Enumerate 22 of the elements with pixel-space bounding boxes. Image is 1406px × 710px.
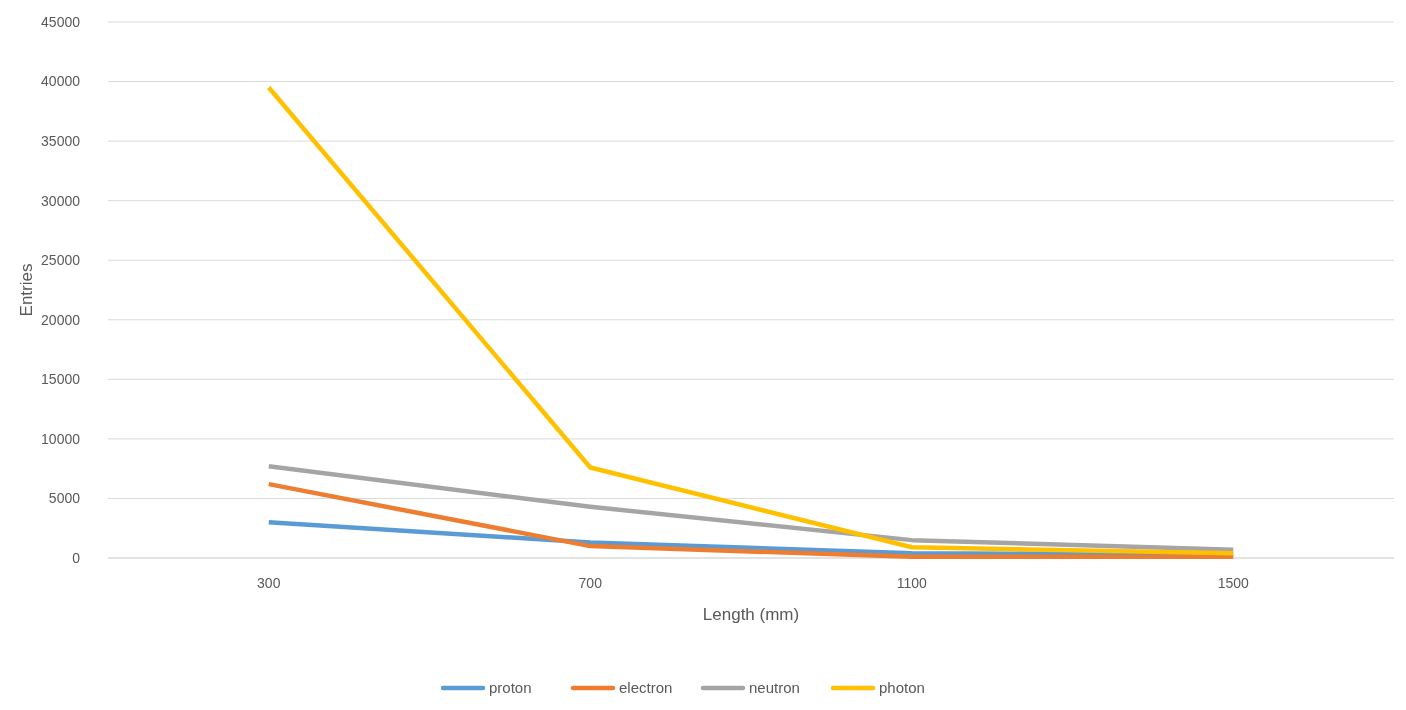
legend-label: proton (489, 679, 532, 697)
x-axis-title: Length (mm) (702, 605, 800, 624)
x-tick-label: 700 (578, 575, 603, 591)
legend-label: photon (879, 679, 925, 697)
y-tick-label: 40000 (41, 73, 81, 90)
y-tick-label: 45000 (41, 13, 81, 30)
legend-label: neutron (749, 679, 800, 697)
y-tick-label: 5000 (48, 490, 81, 507)
y-axis-title: Entries (17, 263, 36, 317)
line-series (266, 85, 1236, 556)
y-tick-label: 35000 (41, 133, 81, 150)
y-tick-label: 30000 (41, 192, 81, 209)
y-tick-label: 15000 (41, 371, 81, 388)
x-tick-label: 1500 (1217, 575, 1250, 591)
y-tick-label: 0 (72, 549, 81, 566)
y-tick-label: 10000 (41, 430, 81, 447)
x-tick-label: 300 (257, 575, 281, 591)
line-series (266, 464, 1236, 552)
y-tick-label: 25000 (41, 252, 81, 269)
y-tick-label: 20000 (41, 311, 81, 328)
legend-label: electron (619, 679, 673, 697)
x-tick-label: 1100 (896, 575, 928, 591)
